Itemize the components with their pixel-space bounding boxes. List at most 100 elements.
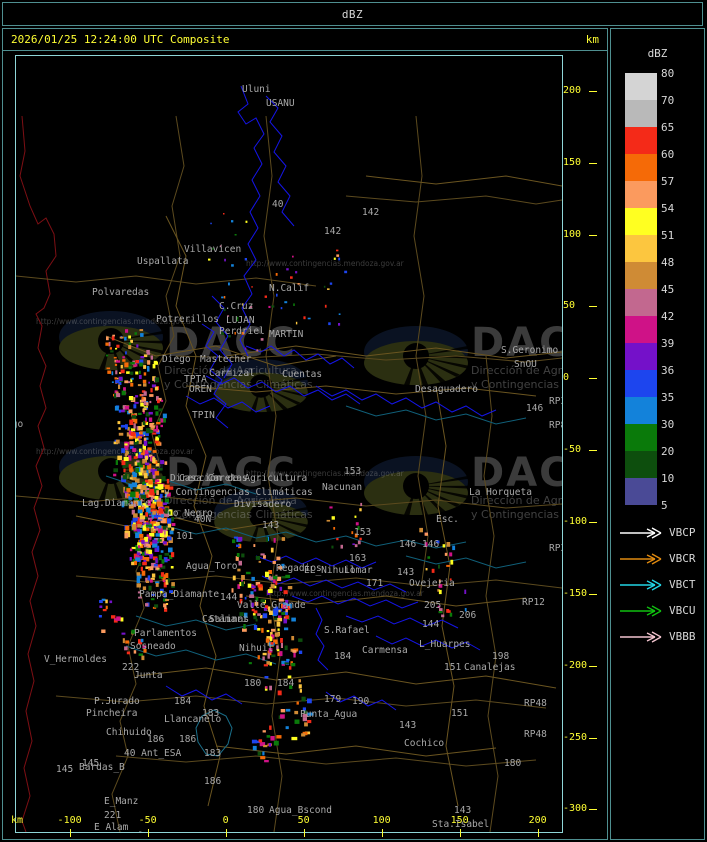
radar-echo-pixel — [351, 531, 354, 535]
radar-echo-pixel — [161, 532, 167, 538]
radar-echo-pixel — [273, 740, 279, 746]
radar-echo-pixel — [296, 701, 299, 705]
color-bar-tick-label: 48 — [661, 256, 675, 269]
place-label: 153 — [354, 527, 371, 538]
radar-echo-pixel — [262, 613, 268, 619]
color-bar-tick-label: 35 — [661, 391, 675, 404]
radar-echo-pixel — [145, 412, 151, 417]
radar-echo-pixel — [210, 222, 212, 225]
radar-echo-pixel — [155, 515, 161, 518]
radar-echo-pixel — [137, 501, 142, 506]
place-label: S.Rafael — [324, 625, 370, 636]
place-label: 144 — [220, 592, 237, 603]
radar-echo-pixel — [150, 478, 157, 483]
radar-echo-pixel — [159, 538, 165, 543]
watermark-text: Dirección de Agricultura — [164, 494, 297, 507]
radar-echo-pixel — [238, 560, 242, 566]
radar-echo-pixel — [128, 483, 133, 490]
radar-echo-pixel — [150, 496, 153, 502]
radar-echo-pixel — [228, 282, 230, 286]
place-label: 183 — [204, 748, 221, 759]
radar-echo-cluster — [208, 213, 248, 262]
radar-echo-pixel — [148, 430, 153, 434]
radar-echo-pixel — [271, 634, 275, 639]
place-label: Cuentas — [282, 369, 322, 380]
radar-echo-cluster — [113, 359, 160, 417]
radar-echo-pixel — [255, 618, 258, 622]
arrow-legend-label: VBCR — [669, 552, 696, 565]
radar-echo-pixel — [152, 364, 156, 369]
x-axis-tick-mark — [225, 829, 227, 837]
radar-echo-pixel — [264, 760, 269, 763]
radar-echo-pixel — [303, 710, 308, 714]
radar-echo-pixel — [136, 518, 141, 525]
radar-echo-pixel — [169, 590, 173, 594]
radar-echo-pixel — [142, 525, 147, 531]
radar-echo-pixel — [141, 552, 147, 556]
arrow-legend-label: VBCP — [669, 526, 696, 539]
place-label: OREN — [189, 384, 212, 395]
radar-echo-pixel — [145, 512, 148, 517]
color-bar-tick-label: 42 — [661, 310, 675, 323]
radar-echo-pixel — [134, 332, 137, 335]
radar-echo-pixel — [156, 396, 159, 401]
radar-echo-pixel — [141, 464, 145, 469]
radar-echo-pixel — [154, 405, 159, 410]
radar-echo-pixel — [333, 527, 336, 530]
color-bar-tick-label: 57 — [661, 175, 675, 188]
radar-echo-pixel — [131, 524, 137, 530]
radar-echo-pixel — [145, 603, 149, 607]
radar-echo-pixel — [128, 345, 132, 350]
radar-echo-pixel — [143, 515, 147, 520]
radar-echo-pixel — [274, 617, 279, 621]
radar-echo-pixel — [431, 568, 435, 573]
arrow-legend-label: VBCU — [669, 604, 696, 617]
radar-echo-pixel — [269, 610, 273, 615]
radar-echo-pixel — [338, 313, 341, 315]
radar-echo-pixel — [136, 583, 141, 588]
radar-echo-pixel — [234, 234, 237, 236]
radar-plot-frame[interactable]: DACCDACCDACCDACCDirección de Agricultura… — [15, 55, 563, 833]
radar-echo-pixel — [338, 257, 341, 261]
road-line — [75, 515, 277, 531]
radar-echo-pixel — [129, 441, 134, 445]
radar-echo-pixel — [124, 362, 129, 368]
radar-echo-pixel — [161, 490, 165, 493]
radar-echo-pixel — [118, 432, 124, 436]
radar-echo-pixel — [336, 249, 339, 252]
radar-echo-pixel — [113, 441, 118, 445]
radar-echo-pixel — [131, 474, 135, 481]
radar-echo-pixel — [285, 615, 289, 619]
radar-echo-pixel — [291, 663, 296, 667]
radar-echo-pixel — [444, 552, 448, 556]
color-band — [625, 370, 657, 397]
radar-echo-pixel — [272, 609, 278, 613]
radar-echo-pixel — [142, 408, 147, 411]
radar-echo-pixel — [139, 515, 146, 520]
radar-echo-pixel — [270, 736, 275, 741]
radar-echo-pixel — [149, 553, 153, 559]
radar-echo-pixel — [135, 395, 139, 398]
radar-echo-pixel — [170, 566, 174, 569]
radar-echo-pixel — [449, 552, 453, 557]
radar-echo-pixel — [287, 606, 291, 610]
watermark-text: Dirección de Agricultura — [164, 364, 297, 377]
radar-echo-pixel — [438, 589, 442, 595]
radar-echo-pixel — [140, 489, 144, 494]
radar-echo-pixel — [298, 679, 301, 683]
radar-echo-pixel — [148, 411, 153, 415]
arrow-legend-row: VBCR — [619, 547, 707, 573]
radar-echo-pixel — [149, 566, 154, 571]
y-axis-tick-mark — [589, 593, 597, 595]
radar-echo-pixel — [446, 564, 450, 567]
radar-echo-pixel — [265, 605, 269, 610]
place-label: Canalejas — [464, 662, 515, 673]
radar-echo-pixel — [129, 557, 132, 561]
place-label: 221 — [104, 810, 121, 821]
radar-echo-pixel — [265, 638, 270, 643]
radar-echo-pixel — [160, 572, 165, 577]
arrow-legend-label: VBBB — [669, 630, 696, 643]
radar-echo-pixel — [107, 370, 112, 374]
radar-echo-pixel — [151, 528, 154, 532]
radar-echo-pixel — [134, 528, 140, 532]
